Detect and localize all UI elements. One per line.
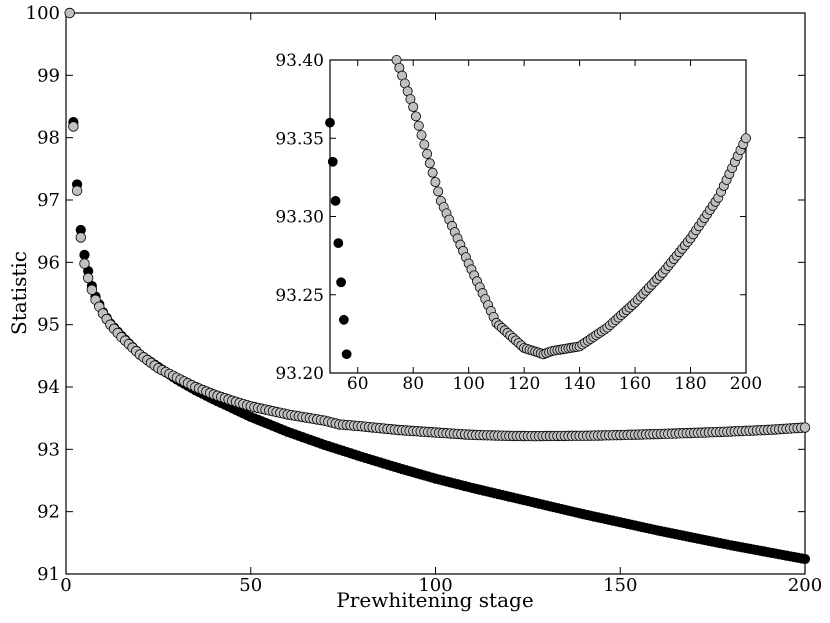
inset-x-tick-label: 60	[347, 374, 369, 394]
inset-y-tick-label: 93.40	[275, 51, 324, 71]
inset-x-tick-label: 120	[508, 374, 540, 394]
y-tick-label: 93	[37, 439, 60, 460]
gray-data-point	[68, 121, 79, 132]
x-tick-label: 150	[603, 575, 637, 596]
inset-x-axis-ticks: 60 80 100 120 140 160 180 200	[347, 60, 762, 394]
x-tick-label: 50	[239, 575, 262, 596]
gray-data-point	[71, 185, 83, 196]
inset-black-data-point	[327, 156, 338, 167]
inset-x-tick-label: 100	[452, 374, 484, 394]
inset-y-axis-ticks: 93.20 93.25 93.30 93.35 93.40	[275, 51, 746, 384]
y-tick-label: 91	[37, 564, 60, 585]
inset-x-tick-label: 140	[563, 374, 595, 394]
y-tick-label: 98	[37, 128, 60, 149]
inset-gray-data-point	[416, 130, 427, 141]
gray-data-point	[64, 7, 75, 19]
inset-gray-data-point	[741, 133, 752, 144]
y-tick-label: 100	[26, 3, 60, 24]
x-axis-ticks: 0 50 100 150 200	[60, 13, 822, 596]
inset-gray-data-point	[408, 101, 419, 112]
y-tick-label: 92	[37, 502, 60, 523]
y-axis-ticks: 91 92 93 94 95 96 97 98 99 100	[26, 3, 805, 585]
y-axis-label: Statistic	[7, 251, 31, 335]
inset-frame	[329, 59, 747, 374]
inset-gray-data-point	[410, 111, 421, 122]
y-tick-label: 99	[37, 65, 60, 86]
inset-y-tick-label: 93.30	[275, 208, 324, 228]
inset-gray-data-point	[427, 167, 438, 178]
inset-x-tick-label: 180	[674, 374, 706, 394]
inset-black-data-point	[325, 117, 335, 128]
y-tick-label: 94	[37, 377, 60, 398]
inset-gray-data-point	[424, 158, 435, 169]
inset-x-tick-label: 200	[730, 374, 762, 394]
x-tick-label: 100	[418, 575, 452, 596]
inset-gray-data-point	[413, 120, 424, 131]
x-axis-label: Prewhitening stage	[336, 588, 533, 612]
black-data-point	[79, 249, 90, 260]
x-tick-label: 200	[788, 575, 822, 596]
inset-gray-data-point	[419, 139, 430, 150]
y-tick-label: 97	[37, 190, 60, 211]
inset-y-tick-label: 93.25	[275, 286, 324, 306]
inset-black-data-point	[333, 238, 344, 249]
black-data-point	[799, 553, 811, 565]
main-plot-points	[64, 7, 811, 565]
inset-gray-data-point	[430, 177, 441, 188]
inset-black-data-point	[336, 277, 346, 288]
gray-data-point	[82, 272, 94, 284]
inset-black-data-point	[330, 195, 341, 206]
inset-gray-data-point	[433, 186, 444, 197]
gray-data-point	[75, 232, 86, 243]
inset-x-tick-label: 160	[619, 374, 651, 394]
inset-black-data-point	[338, 314, 349, 325]
gray-data-point	[799, 422, 811, 433]
y-tick-label: 96	[37, 252, 60, 273]
gray-data-point	[79, 258, 90, 269]
inset-y-tick-label: 93.35	[275, 129, 324, 149]
inset-y-tick-label: 93.20	[275, 364, 324, 384]
gray-data-point	[86, 284, 98, 295]
inset-x-tick-label: 80	[402, 374, 424, 394]
inset-plot-points	[325, 55, 752, 360]
inset-black-data-point	[341, 349, 352, 360]
y-tick-label: 95	[37, 315, 60, 336]
x-tick-label: 0	[60, 575, 71, 596]
inset-gray-data-point	[422, 148, 433, 159]
